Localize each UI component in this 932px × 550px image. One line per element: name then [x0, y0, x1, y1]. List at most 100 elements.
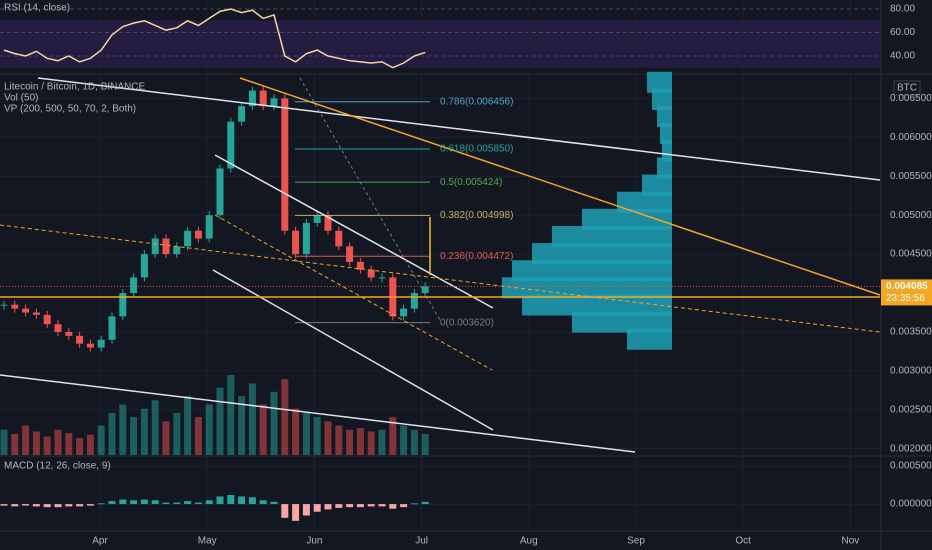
volume-profile-bar [522, 294, 672, 316]
volume-bar [11, 433, 19, 455]
volume-bar [119, 404, 127, 455]
macd-bar [367, 504, 375, 507]
volume-profile-bar [512, 260, 672, 282]
volume-bar [335, 425, 343, 455]
macd-bar [335, 504, 343, 508]
macd-bar [43, 504, 51, 508]
volume-bar [378, 429, 386, 455]
currency: BTC [897, 83, 917, 94]
y-tick-label: 0.005000 [890, 210, 932, 221]
dashed-line [299, 77, 441, 321]
volume-profile-bar [657, 106, 672, 128]
candle [205, 215, 213, 239]
trendline [239, 77, 881, 296]
candle [173, 246, 181, 255]
volume-label: Vol (50) [4, 93, 38, 104]
last-price: 0.004085 [886, 281, 928, 292]
x-tick-label: Aug [520, 536, 538, 547]
x-tick-label: Jul [415, 536, 428, 547]
volume-bar [32, 431, 40, 455]
volume-profile-bar [582, 208, 672, 230]
candle [302, 222, 310, 255]
y-tick-label: 0.000000 [890, 499, 932, 510]
trendline [37, 77, 881, 181]
macd-bar [227, 494, 235, 505]
candle [367, 269, 375, 278]
macd-bar [184, 501, 192, 505]
volume-bar [400, 425, 408, 455]
candle [292, 230, 300, 255]
candle [378, 277, 386, 279]
volume-bar [410, 429, 418, 455]
y-tick-label: 0.002000 [890, 443, 932, 454]
volume-bar [389, 417, 397, 455]
macd-bar [205, 500, 213, 505]
candle [238, 106, 246, 122]
dashed-line [0, 224, 881, 333]
y-tick-label: 0.004500 [890, 249, 932, 260]
volume-profile-bar [660, 123, 672, 145]
macd-bar [22, 504, 30, 506]
volume-profile-bar [502, 277, 672, 299]
rsi-band [0, 20, 880, 68]
fib-label: 0.786(0.006456) [440, 96, 513, 107]
y-tick-label: 60.00 [890, 27, 915, 38]
trendline [0, 374, 636, 453]
macd-bar [346, 504, 354, 508]
volume-bar [259, 404, 267, 455]
volume-profile-bar [532, 243, 672, 265]
volume-bar [151, 400, 159, 455]
macd-label: MACD (12, 26, close, 9) [4, 461, 111, 472]
candle [11, 304, 19, 309]
volume-bar [140, 408, 148, 455]
volume-bar [421, 433, 429, 455]
candle [76, 335, 84, 344]
macd-bar [97, 503, 105, 505]
currency-box [893, 80, 921, 96]
x-tick-label: Sep [627, 536, 645, 547]
candle [54, 324, 62, 332]
macd-bar [86, 504, 94, 506]
macd-bar [76, 504, 84, 507]
volume-bar [173, 412, 181, 455]
vp-label: VP (200, 500, 50, 70, 2, Both) [4, 104, 136, 115]
macd-bar [270, 501, 278, 505]
last-price-tag [881, 279, 932, 306]
volume-bar [54, 429, 62, 455]
candle [216, 168, 224, 216]
macd-bar [216, 496, 224, 505]
macd-bar [140, 499, 148, 505]
volume-bar [97, 425, 105, 455]
macd-bar [259, 500, 267, 505]
volume-bar [162, 421, 170, 455]
volume-bar [130, 417, 138, 455]
candle [421, 286, 429, 294]
volume-profile-bar [572, 311, 672, 333]
candle [227, 121, 235, 169]
macd-bar [324, 504, 332, 510]
candle [410, 293, 418, 309]
volume-bar [184, 396, 192, 455]
volume-bar [0, 429, 8, 455]
candle [162, 238, 170, 255]
macd-bar [11, 504, 19, 507]
macd-bar [400, 504, 408, 508]
y-tick-label: 0.006000 [890, 132, 932, 143]
volume-bar [216, 387, 224, 455]
volume-bar [86, 434, 94, 455]
rsi-line [3, 8, 426, 69]
macd-bar [389, 504, 397, 509]
volume-bar [324, 421, 332, 455]
volume-profile-bar [652, 88, 672, 110]
macd-bar [356, 504, 364, 508]
fib-label: 0.618(0.005850) [440, 144, 513, 155]
macd-bar [65, 504, 73, 507]
macd-bar [32, 504, 40, 507]
candle [32, 312, 40, 315]
y-tick-label: 80.00 [890, 4, 915, 15]
fib-label: 0.382(0.004998) [440, 210, 513, 221]
y-tick-label: 0.005500 [890, 171, 932, 182]
volume-bar [108, 412, 116, 455]
candle [140, 254, 148, 278]
